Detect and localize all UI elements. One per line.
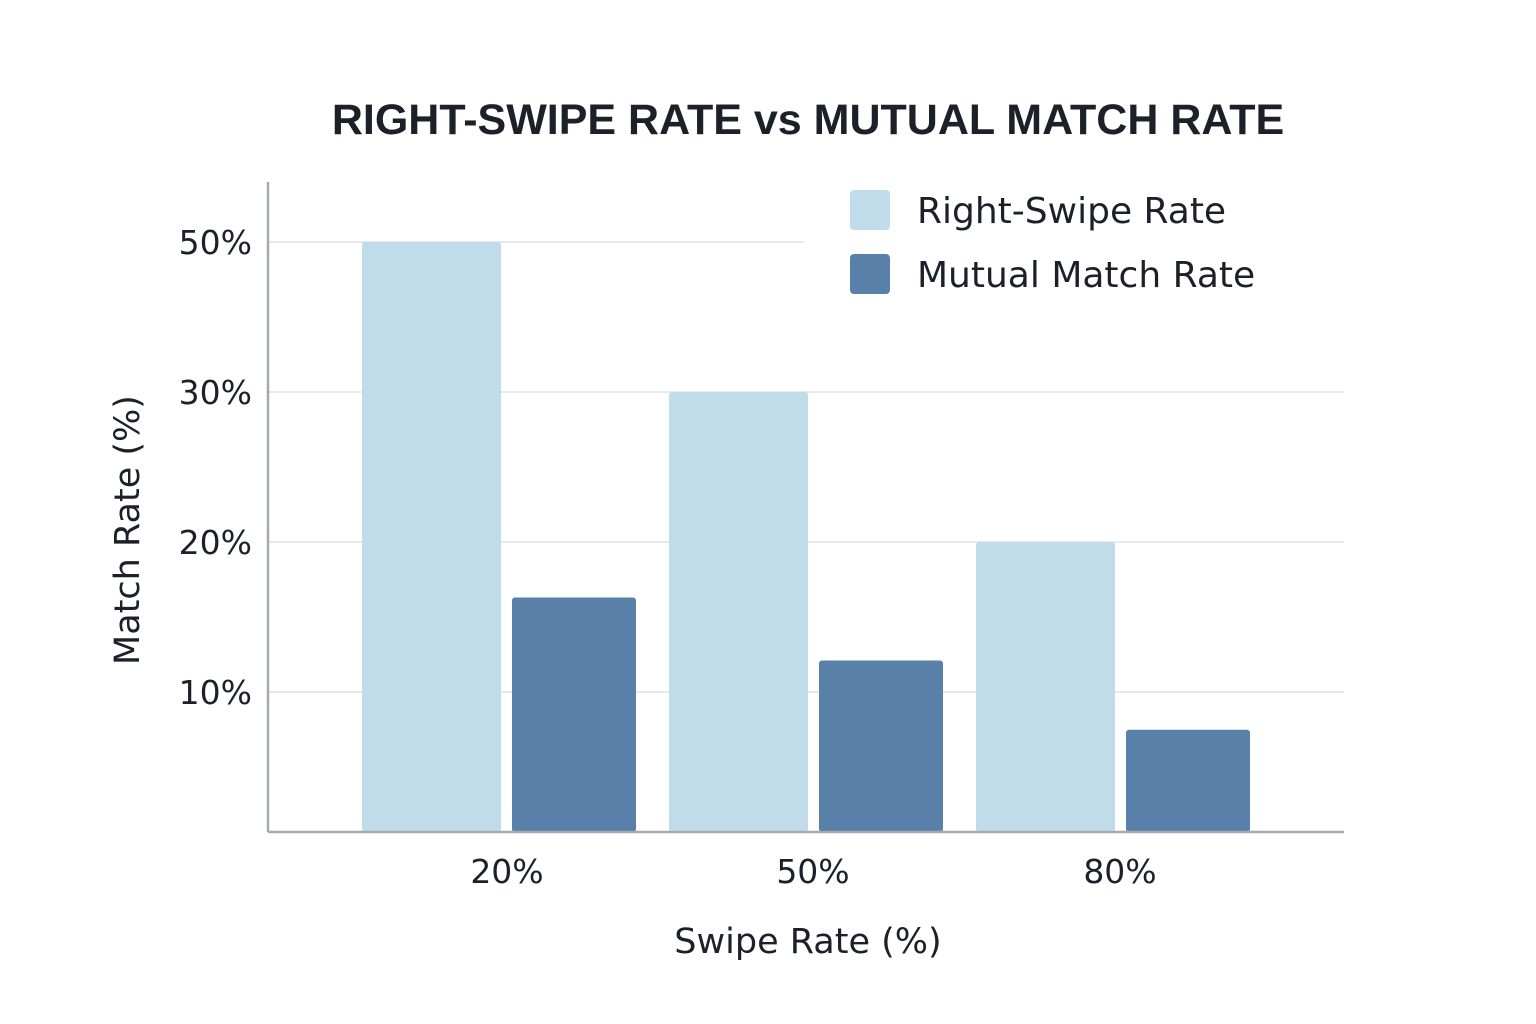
bar-right-swipe-80 [976,542,1115,832]
legend-label-mutual-match: Mutual Match Rate [917,255,1255,296]
bars [362,242,1250,832]
legend-swatch-right-swipe [850,190,890,230]
y-tick-labels: 10% 20% 30% 50% [179,223,252,712]
y-tick-label: 20% [179,523,252,562]
y-axis-title: Match Rate (%) [108,395,148,665]
y-tick-label: 50% [179,223,252,262]
legend: Right-Swipe Rate Mutual Match Rate [850,190,1255,296]
x-tick-label-20: 20% [470,852,543,891]
x-tick-label-80: 80% [1083,852,1156,891]
y-tick-label: 30% [179,373,252,412]
x-axis-title: Swipe Rate (%) [674,922,941,962]
bar-mutual-match-50 [819,660,943,832]
legend-swatch-mutual-match [850,254,890,294]
bar-right-swipe-50 [669,392,808,832]
x-tick-labels: 20% 50% 80% [470,852,1156,891]
chart-title: RIGHT-SWIPE RATE vs MUTUAL MATCH RATE [332,96,1284,144]
bar-mutual-match-80 [1126,729,1250,832]
x-tick-label-50: 50% [776,852,849,891]
axes [266,182,1344,834]
y-tick-label: 10% [179,673,252,712]
bar-right-swipe-20 [362,242,501,832]
legend-label-right-swipe: Right-Swipe Rate [917,191,1226,232]
bar-mutual-match-20 [512,597,636,832]
